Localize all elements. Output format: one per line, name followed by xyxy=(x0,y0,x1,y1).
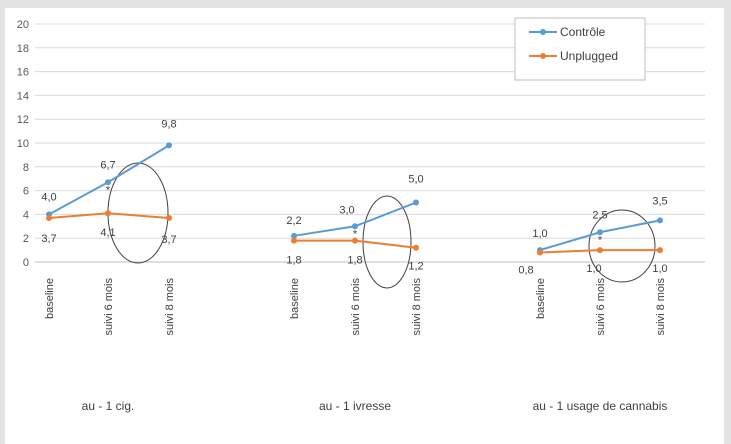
x-category-label: suivi 6 mois xyxy=(595,278,607,336)
y-tick-label: 18 xyxy=(17,43,29,55)
data-label: 5,0 xyxy=(408,174,423,186)
data-label: 3,7 xyxy=(41,233,56,245)
data-point-unplugged xyxy=(46,214,52,221)
significance-marker: * xyxy=(353,228,358,240)
y-tick-label: 20 xyxy=(17,19,29,31)
data-label: 3,5 xyxy=(652,195,667,207)
data-label: 1,0 xyxy=(652,263,667,275)
y-tick-label: 2 xyxy=(23,233,29,245)
group-label: au - 1 ivresse xyxy=(319,399,391,413)
data-label: 3,0 xyxy=(339,204,354,216)
data-label: 1,0 xyxy=(586,263,601,275)
data-point-unplugged xyxy=(537,249,543,256)
data-label: 0,8 xyxy=(518,264,533,276)
x-category-label: suivi 6 mois xyxy=(103,278,115,336)
y-tick-label: 8 xyxy=(23,162,29,174)
x-category-label: baseline xyxy=(289,278,301,319)
data-point-controle xyxy=(352,223,358,230)
legend-marker xyxy=(540,53,546,59)
data-point-controle xyxy=(657,217,663,224)
legend-label: Contrôle xyxy=(560,25,606,39)
data-label: 2,5 xyxy=(592,209,607,221)
x-category-label: suivi 8 mois xyxy=(164,278,176,336)
data-label: 4,1 xyxy=(100,227,115,239)
data-label: 4,0 xyxy=(41,191,56,203)
data-point-unplugged xyxy=(352,237,358,244)
significance-marker: * xyxy=(598,234,603,246)
data-point-unplugged xyxy=(166,214,172,221)
y-tick-label: 10 xyxy=(17,138,29,150)
x-category-label: baseline xyxy=(44,278,56,319)
legend-marker xyxy=(540,29,546,35)
x-category-label: suivi 8 mois xyxy=(655,278,667,336)
y-tick-label: 12 xyxy=(17,114,29,126)
y-tick-label: 6 xyxy=(23,186,29,198)
data-label: 1,8 xyxy=(347,255,362,267)
data-point-controle xyxy=(105,179,111,186)
data-point-controle xyxy=(166,142,172,149)
line-chart: 0 2 4 6 8 10 12 14 16 18 20 4,0 6,7 9,8 3,7 4,1 3,7 * base… xyxy=(17,17,705,413)
data-label: 9,8 xyxy=(161,118,176,130)
x-category-label: suivi 6 mois xyxy=(350,278,362,336)
data-label: 1,8 xyxy=(286,255,301,267)
data-point-unplugged xyxy=(413,244,419,251)
y-tick-label: 4 xyxy=(23,209,29,221)
data-label: 1,0 xyxy=(532,228,547,240)
data-point-unplugged xyxy=(657,247,663,254)
significance-marker: * xyxy=(106,184,111,196)
data-point-controle xyxy=(291,232,297,239)
y-tick-label: 16 xyxy=(17,67,29,79)
group-label: au - 1 usage de cannabis xyxy=(533,399,668,413)
x-category-label: baseline xyxy=(535,278,547,319)
data-point-unplugged xyxy=(105,210,111,217)
x-category-label: suivi 8 mois xyxy=(411,278,423,336)
y-tick-label: 14 xyxy=(17,90,29,102)
group-label: au - 1 cig. xyxy=(82,399,135,413)
chart-panel: 0 2 4 6 8 10 12 14 16 18 20 4,0 6,7 9,8 3,7 4,1 3,7 * base… xyxy=(5,8,724,444)
data-label: 1,2 xyxy=(408,261,423,273)
data-label: 3,7 xyxy=(161,234,176,246)
legend-label: Unplugged xyxy=(560,49,618,63)
data-label: 6,7 xyxy=(100,159,115,171)
data-point-unplugged xyxy=(597,247,603,254)
highlight-ellipse-3 xyxy=(588,209,656,283)
data-point-controle xyxy=(597,229,603,236)
legend-frame xyxy=(514,17,646,81)
data-point-controle xyxy=(413,199,419,206)
y-tick-label: 0 xyxy=(23,257,29,269)
data-label: 2,2 xyxy=(286,215,301,227)
data-point-unplugged xyxy=(291,237,297,244)
